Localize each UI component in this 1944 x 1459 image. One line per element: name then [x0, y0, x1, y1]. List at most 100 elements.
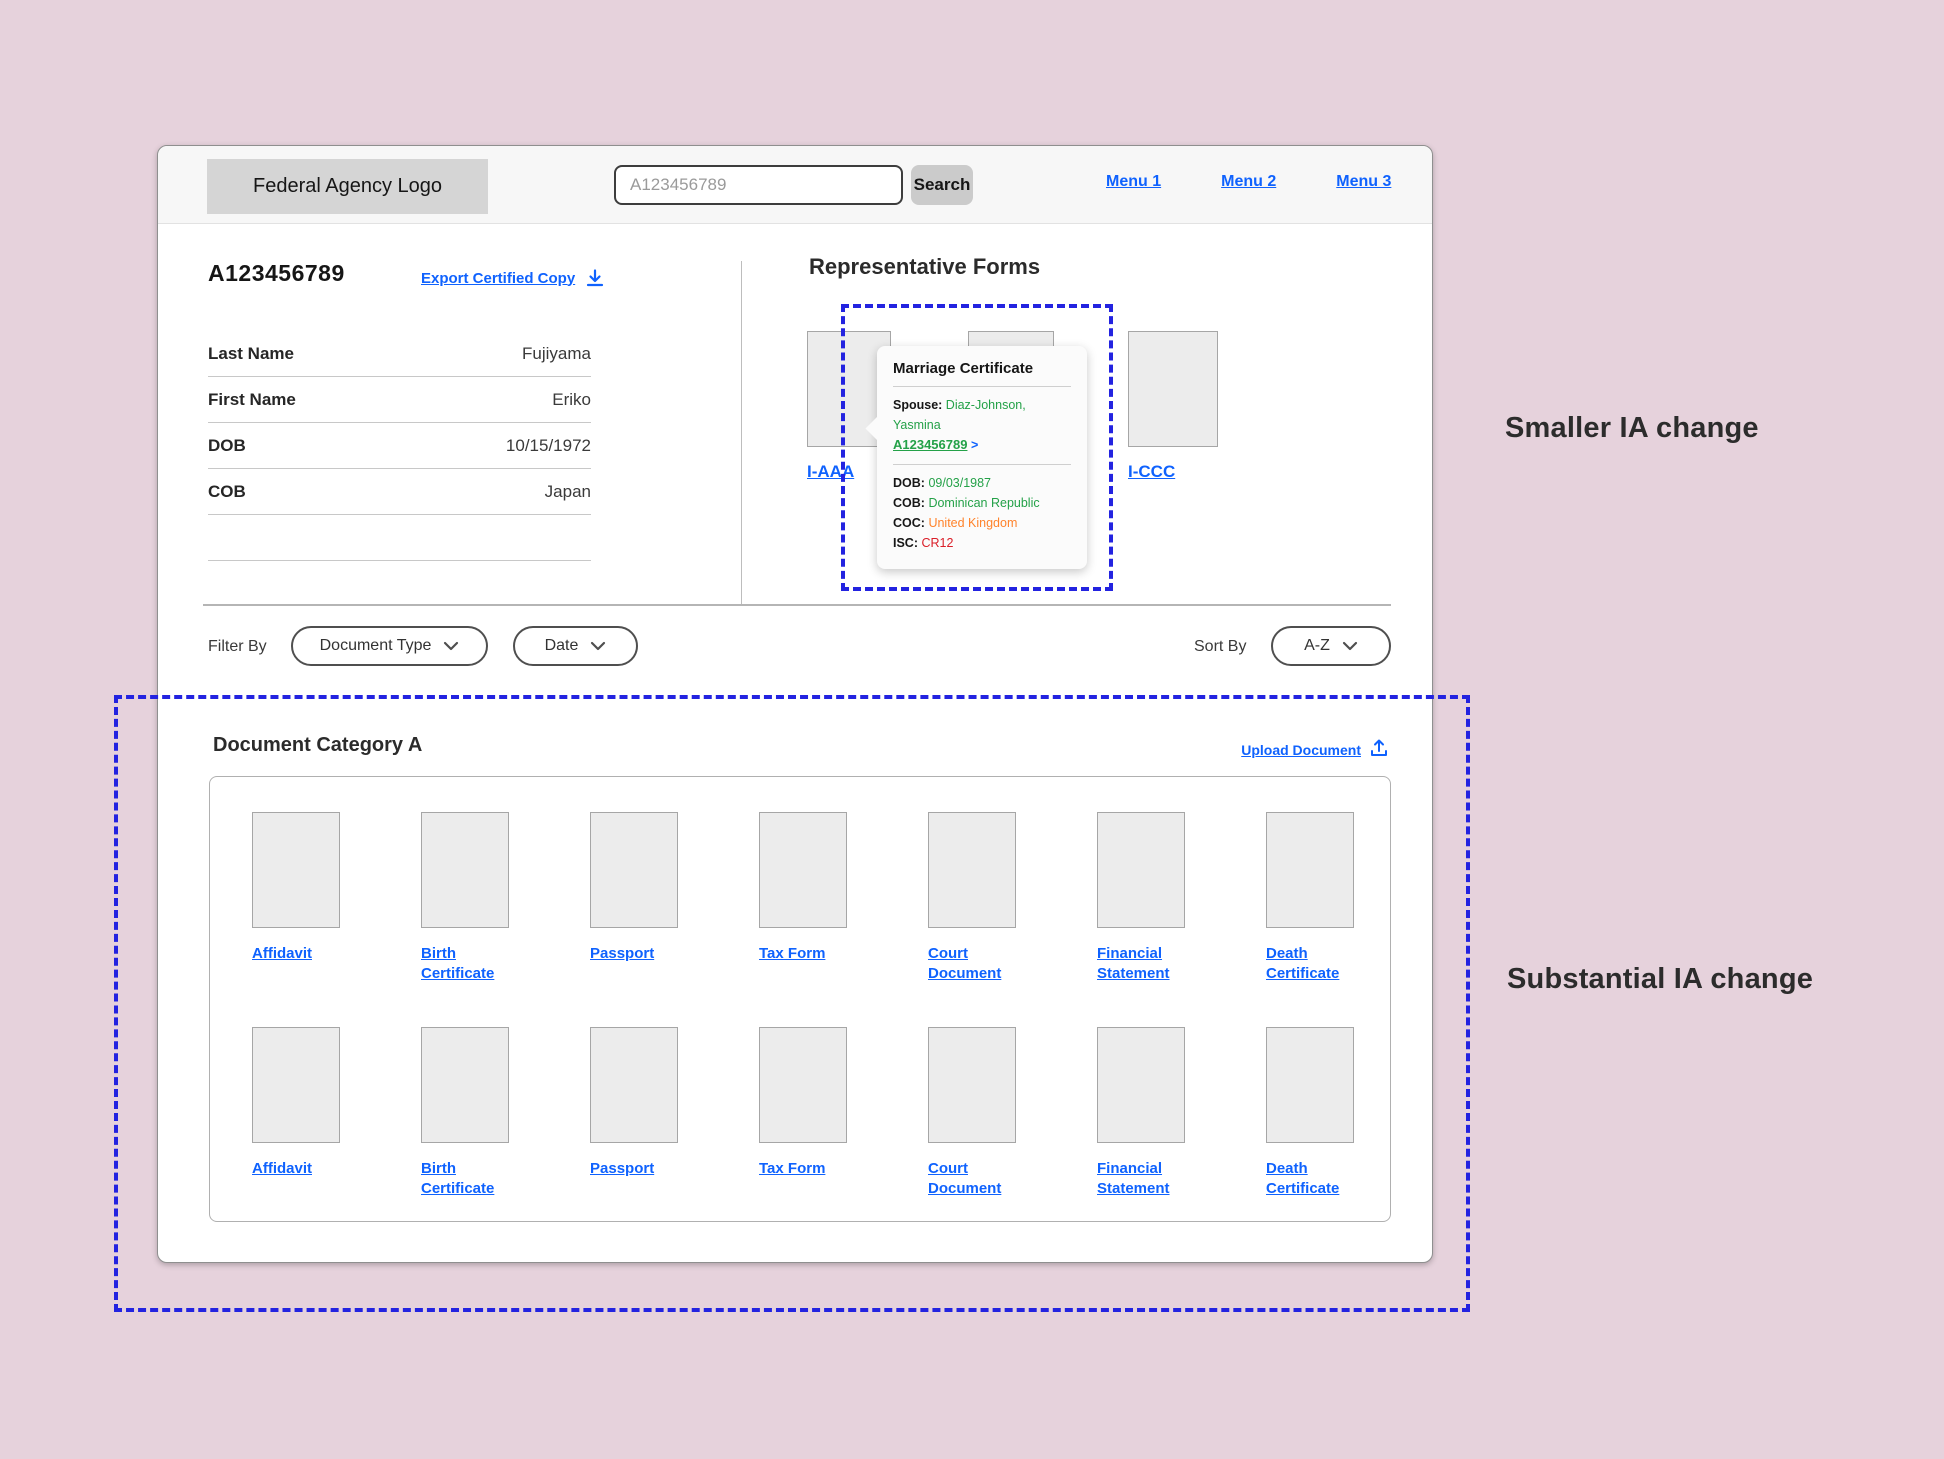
app-header: Federal Agency Logo Search Menu 1 Menu 2…	[158, 146, 1432, 224]
upload-icon	[1369, 738, 1389, 761]
document-thumbnail[interactable]	[1266, 812, 1354, 928]
annotation-smaller-ia-change: Smaller IA change	[1505, 412, 1759, 444]
form-thumbnail-i-ccc[interactable]	[1128, 331, 1218, 447]
document-grid-panel: Affidavit Birth Certificate Passport Tax…	[209, 776, 1391, 1222]
document-thumbnail[interactable]	[1097, 1027, 1185, 1143]
document-thumbnail[interactable]	[759, 1027, 847, 1143]
document-category-title: Document Category A	[213, 734, 423, 756]
export-certified-copy-link[interactable]: Export Certified Copy	[421, 268, 605, 288]
field-value: Eriko	[552, 389, 591, 409]
download-icon	[585, 268, 605, 288]
document-card: Financial Statement	[1097, 1027, 1185, 1200]
search-input[interactable]	[614, 165, 903, 205]
menu-1-link[interactable]: Menu 1	[1106, 173, 1162, 190]
document-thumbnail[interactable]	[1097, 812, 1185, 928]
document-link[interactable]: Passport	[590, 945, 655, 962]
document-card: Affidavit	[252, 812, 340, 985]
tooltip-anumber-link[interactable]: A123456789	[893, 437, 968, 452]
document-link[interactable]: Court Document	[928, 945, 1002, 983]
document-thumbnail[interactable]	[928, 812, 1016, 928]
main-menu: Menu 1 Menu 2 Menu 3	[1106, 173, 1391, 191]
app-window: Federal Agency Logo Search Menu 1 Menu 2…	[157, 145, 1433, 1263]
document-row-1: Affidavit Birth Certificate Passport Tax…	[252, 812, 1354, 985]
tooltip-row-label: ISC:	[893, 535, 918, 550]
field-row-dob: DOB 10/15/1972	[208, 423, 591, 469]
field-row-first-name: First Name Eriko	[208, 377, 591, 423]
document-type-dropdown[interactable]: Document Type	[291, 626, 488, 666]
document-card: Affidavit	[252, 1027, 340, 1200]
tooltip-row-value: Dominican Republic	[928, 495, 1040, 510]
document-link[interactable]: Financial Statement	[1097, 1160, 1170, 1198]
document-thumbnail[interactable]	[928, 1027, 1016, 1143]
date-dropdown[interactable]: Date	[513, 626, 638, 666]
field-label: Last Name	[208, 343, 294, 363]
document-thumbnail[interactable]	[252, 1027, 340, 1143]
field-label: First Name	[208, 389, 296, 409]
field-row-empty	[208, 515, 591, 561]
panel-horizontal-divider	[203, 604, 1391, 606]
document-thumbnail[interactable]	[1266, 1027, 1354, 1143]
document-link[interactable]: Tax Form	[759, 945, 826, 962]
document-thumbnail[interactable]	[421, 1027, 509, 1143]
document-card: Passport	[590, 812, 678, 985]
chevron-down-icon	[1342, 641, 1358, 651]
document-link[interactable]: Affidavit	[252, 1160, 312, 1177]
document-card: Tax Form	[759, 812, 847, 985]
document-card: Tax Form	[759, 1027, 847, 1200]
upload-document-label: Upload Document	[1241, 741, 1361, 758]
sort-dropdown-label: A-Z	[1304, 637, 1330, 654]
document-link[interactable]: Financial Statement	[1097, 945, 1170, 983]
export-certified-copy-label: Export Certified Copy	[421, 269, 576, 287]
document-link[interactable]: Passport	[590, 1160, 655, 1177]
tooltip-dob-line: DOB: 09/03/1987	[893, 473, 1071, 493]
document-thumbnail[interactable]	[590, 812, 678, 928]
marriage-certificate-tooltip: Marriage Certificate Spouse: Diaz-Johnso…	[865, 346, 1087, 569]
document-card: Passport	[590, 1027, 678, 1200]
tooltip-cob-line: COB: Dominican Republic	[893, 493, 1071, 513]
smaller-ia-change-outline	[841, 304, 1113, 591]
document-thumbnail[interactable]	[590, 1027, 678, 1143]
field-row-last-name: Last Name Fujiyama	[208, 331, 591, 377]
tooltip-isc-line: ISC: CR12	[893, 533, 1071, 553]
field-label: DOB	[208, 435, 246, 455]
field-row-cob: COB Japan	[208, 469, 591, 515]
menu-3-link[interactable]: Menu 3	[1336, 173, 1392, 190]
sort-dropdown[interactable]: A-Z	[1271, 626, 1391, 666]
field-label: COB	[208, 481, 246, 501]
chevron-down-icon	[443, 641, 459, 651]
document-card: Court Document	[928, 1027, 1016, 1200]
document-thumbnail[interactable]	[421, 812, 509, 928]
agency-logo: Federal Agency Logo	[207, 159, 488, 214]
document-link[interactable]: Death Certificate	[1266, 945, 1340, 983]
field-value: Fujiyama	[522, 343, 591, 363]
document-row-2: Affidavit Birth Certificate Passport Tax…	[252, 1027, 1354, 1200]
tooltip-spouse-name: Diaz-Johnson, Yasmina	[893, 398, 1026, 432]
tooltip-title: Marriage Certificate	[893, 360, 1034, 377]
document-card: Birth Certificate	[421, 1027, 509, 1200]
tooltip-coc-line: COC: United Kingdom	[893, 513, 1071, 533]
document-link[interactable]: Birth Certificate	[421, 945, 495, 983]
document-link[interactable]: Birth Certificate	[421, 1160, 495, 1198]
document-thumbnail[interactable]	[252, 812, 340, 928]
tooltip-row-value: CR12	[921, 535, 954, 550]
tooltip-row-label: COC:	[893, 515, 925, 530]
document-card: Birth Certificate	[421, 812, 509, 985]
tooltip-spouse-label: Spouse:	[893, 398, 943, 412]
search-button[interactable]: Search	[911, 165, 973, 205]
representative-forms-title: Representative Forms	[809, 254, 1041, 279]
document-card: Death Certificate	[1266, 812, 1354, 985]
tooltip-row-label: COB:	[893, 495, 925, 510]
form-link-i-ccc[interactable]: I-CCC	[1128, 462, 1176, 481]
filter-by-label: Filter By	[208, 638, 267, 655]
tooltip-row-label: DOB:	[893, 475, 925, 490]
document-thumbnail[interactable]	[759, 812, 847, 928]
document-link[interactable]: Affidavit	[252, 945, 312, 962]
document-link[interactable]: Death Certificate	[1266, 1160, 1340, 1198]
upload-document-link[interactable]: Upload Document	[1241, 738, 1389, 761]
a-number-heading: A123456789	[208, 260, 345, 286]
tooltip-anumber-line: A123456789 >	[893, 435, 1071, 456]
document-link[interactable]: Tax Form	[759, 1160, 826, 1177]
document-card: Court Document	[928, 812, 1016, 985]
document-link[interactable]: Court Document	[928, 1160, 1002, 1198]
menu-2-link[interactable]: Menu 2	[1221, 173, 1277, 190]
